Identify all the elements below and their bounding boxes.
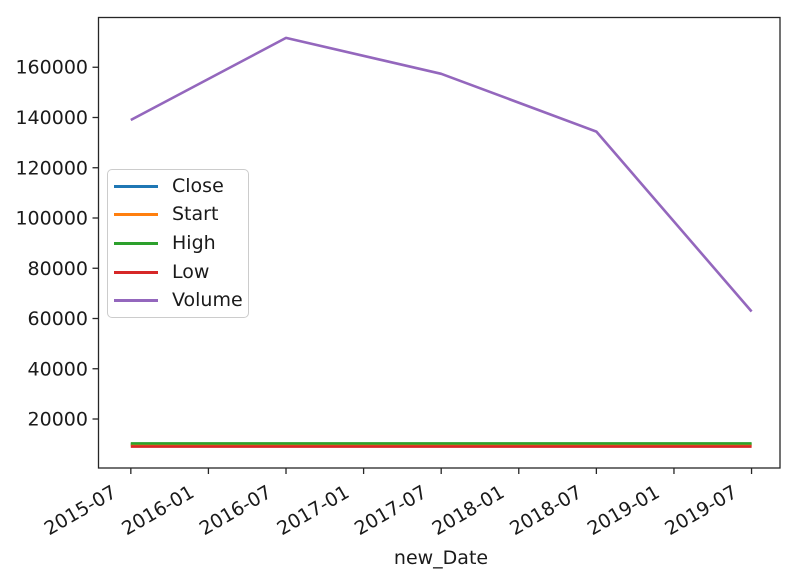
y-tick-label: 20000 — [28, 409, 88, 431]
legend-item-low: Low — [114, 258, 248, 287]
legend-line-sample-high — [114, 241, 158, 245]
x-tick-label: 2018-07 — [506, 481, 586, 540]
legend-item-close: Close — [114, 172, 248, 201]
legend-label-close: Close — [172, 174, 224, 197]
x-axis-label: new_Date — [393, 547, 489, 569]
axes-frame — [97, 16, 781, 469]
x-tick-label: 2019-07 — [661, 481, 741, 540]
legend: Close Start High Low Volume — [107, 169, 249, 318]
legend-line-sample-volume — [114, 299, 158, 303]
legend-item-volume: Volume — [114, 286, 248, 315]
x-tick-label: 2016-07 — [196, 481, 276, 540]
legend-item-start: Start — [114, 201, 248, 230]
y-tick-label: 120000 — [15, 157, 88, 179]
legend-label-volume: Volume — [172, 289, 243, 312]
legend-label-low: Low — [172, 260, 210, 283]
legend-line-sample-low — [114, 270, 158, 274]
x-tick-label: 2017-07 — [351, 481, 431, 540]
legend-line-sample-close — [114, 184, 158, 188]
x-tick-label: 2019-01 — [584, 481, 664, 540]
x-tick-label: 2015-07 — [41, 481, 121, 540]
y-tick-label: 80000 — [28, 258, 88, 280]
y-tick-label: 160000 — [15, 57, 88, 79]
y-tick-label: 40000 — [28, 358, 88, 380]
legend-item-high: High — [114, 229, 248, 258]
legend-label-start: Start — [172, 203, 219, 226]
y-tick-label: 140000 — [15, 107, 88, 129]
x-tick-label: 2016-01 — [118, 481, 198, 540]
y-tick-label: 100000 — [15, 208, 88, 230]
legend-line-sample-start — [114, 213, 158, 217]
legend-label-high: High — [172, 231, 216, 254]
series-line-volume — [130, 36, 753, 313]
y-tick-label: 60000 — [28, 308, 88, 330]
x-tick-label: 2018-01 — [429, 481, 509, 540]
x-tick-label: 2017-01 — [273, 481, 353, 540]
